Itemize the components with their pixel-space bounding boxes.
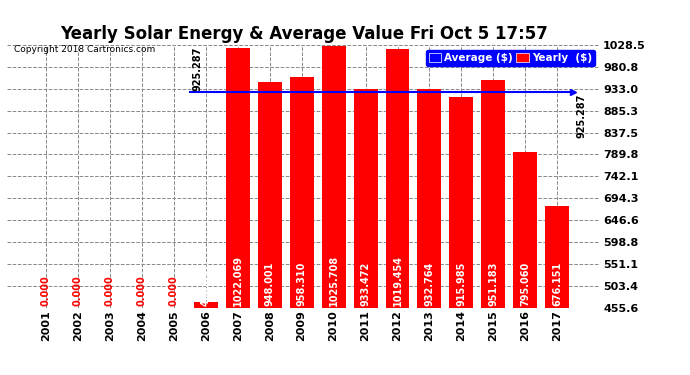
Text: 0.000: 0.000 bbox=[41, 275, 51, 306]
Text: 0.000: 0.000 bbox=[137, 275, 147, 306]
Bar bbox=[386, 49, 409, 308]
Text: 1019.454: 1019.454 bbox=[393, 255, 402, 306]
Bar bbox=[513, 152, 538, 308]
Bar bbox=[353, 88, 377, 308]
Text: 925.287: 925.287 bbox=[193, 46, 202, 91]
Text: 948.001: 948.001 bbox=[265, 262, 275, 306]
Bar bbox=[482, 80, 505, 308]
Bar bbox=[257, 82, 282, 308]
Text: 958.310: 958.310 bbox=[297, 262, 306, 306]
Text: 933.472: 933.472 bbox=[361, 262, 371, 306]
Text: 1025.708: 1025.708 bbox=[328, 255, 339, 306]
Title: Yearly Solar Energy & Average Value Fri Oct 5 17:57: Yearly Solar Energy & Average Value Fri … bbox=[59, 26, 548, 44]
Text: 925.287: 925.287 bbox=[577, 94, 586, 138]
Bar bbox=[226, 48, 250, 308]
Legend: Average ($), Yearly  ($): Average ($), Yearly ($) bbox=[426, 50, 595, 66]
Bar bbox=[194, 302, 217, 307]
Bar bbox=[290, 77, 313, 308]
Text: 1022.069: 1022.069 bbox=[233, 255, 243, 306]
Bar bbox=[417, 89, 442, 308]
Text: 676.151: 676.151 bbox=[552, 262, 562, 306]
Text: 0.000: 0.000 bbox=[105, 275, 115, 306]
Text: 932.764: 932.764 bbox=[424, 262, 435, 306]
Bar bbox=[322, 46, 346, 308]
Bar bbox=[545, 207, 569, 308]
Text: 795.060: 795.060 bbox=[520, 262, 531, 306]
Text: 0.000: 0.000 bbox=[169, 275, 179, 306]
Text: 0.000: 0.000 bbox=[73, 275, 83, 306]
Text: 915.985: 915.985 bbox=[457, 262, 466, 306]
Bar bbox=[449, 96, 473, 308]
Text: Copyright 2018 Cartronics.com: Copyright 2018 Cartronics.com bbox=[14, 45, 155, 54]
Text: 951.183: 951.183 bbox=[489, 262, 498, 306]
Text: 466.802: 466.802 bbox=[201, 262, 210, 306]
